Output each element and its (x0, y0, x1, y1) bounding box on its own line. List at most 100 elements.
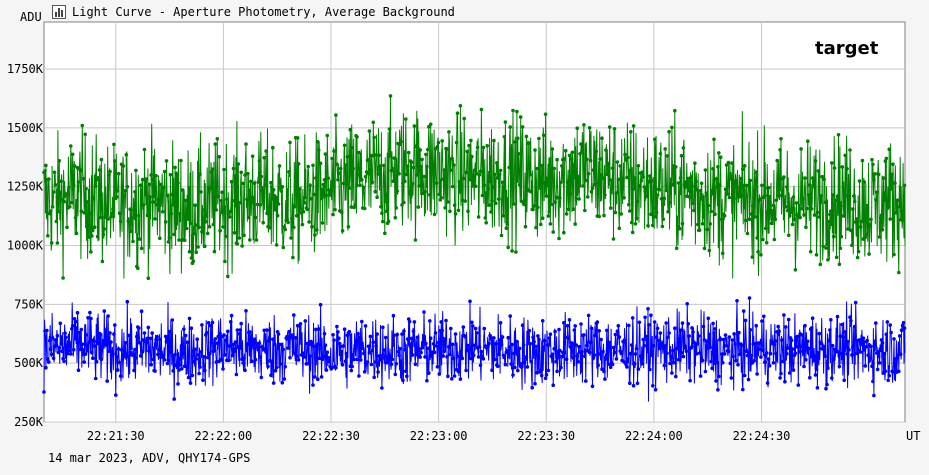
data-point (651, 206, 656, 210)
data-point (93, 184, 98, 188)
data-point (582, 333, 586, 337)
data-point (44, 365, 48, 370)
data-point (503, 362, 508, 367)
data-point (122, 354, 127, 359)
data-point (593, 333, 598, 338)
data-point (428, 336, 433, 341)
data-point (802, 213, 806, 217)
data-point (79, 327, 84, 332)
data-point (324, 193, 329, 198)
data-point (772, 342, 777, 347)
data-point (156, 352, 160, 357)
data-point (263, 183, 267, 187)
data-point (369, 153, 374, 158)
data-point (183, 198, 188, 203)
data-point (230, 198, 235, 203)
data-point (214, 208, 219, 212)
data-point (239, 321, 243, 326)
data-point (104, 343, 108, 347)
data-point (739, 176, 743, 181)
data-point (450, 377, 454, 381)
data-point (205, 231, 210, 236)
data-point (700, 222, 705, 226)
data-point (283, 365, 288, 369)
data-point (310, 342, 314, 346)
data-point (170, 318, 175, 322)
data-point (524, 355, 529, 359)
data-point (510, 249, 514, 253)
data-point (853, 220, 858, 224)
data-point (257, 341, 262, 346)
data-point (73, 216, 78, 220)
data-point (852, 343, 856, 348)
data-point (877, 235, 882, 239)
data-point (184, 365, 189, 369)
data-point (449, 326, 453, 331)
data-point (840, 322, 845, 327)
data-point (568, 345, 573, 349)
data-point (243, 368, 247, 373)
data-point (158, 337, 162, 342)
data-point (267, 339, 271, 343)
series-0 (42, 94, 907, 281)
data-point (288, 140, 292, 145)
data-point (49, 352, 54, 357)
data-point (707, 248, 712, 253)
data-point (244, 309, 248, 313)
data-point (368, 167, 373, 172)
data-point (441, 354, 446, 358)
data-point (354, 339, 358, 343)
data-point (95, 234, 100, 239)
data-point (50, 205, 55, 209)
data-point (337, 171, 341, 175)
data-point (282, 377, 287, 381)
data-point (132, 368, 136, 373)
data-point (449, 168, 453, 173)
data-point (350, 364, 355, 369)
data-point (701, 324, 706, 329)
data-point (516, 136, 520, 141)
data-point (196, 245, 200, 249)
data-point (816, 352, 821, 357)
chart-app-icon[interactable] (52, 5, 66, 19)
data-point (676, 181, 681, 185)
data-point (528, 341, 533, 346)
data-point (124, 351, 129, 356)
data-point (500, 335, 505, 339)
data-point (325, 350, 330, 355)
data-point (187, 316, 192, 321)
data-point (209, 340, 214, 345)
data-point (429, 171, 434, 176)
data-point (386, 219, 391, 224)
data-point (369, 362, 374, 367)
footer-info: 14 mar 2023, ADV, QHY174-GPS (48, 451, 251, 465)
data-point (427, 371, 431, 375)
data-point (107, 349, 111, 354)
data-point (417, 184, 422, 188)
data-point (320, 357, 325, 362)
data-point (394, 206, 399, 210)
data-point (144, 177, 149, 181)
data-point (773, 217, 778, 222)
data-point (751, 204, 756, 208)
data-point (622, 360, 626, 364)
data-point (532, 340, 536, 344)
data-point (828, 212, 832, 217)
data-point (495, 161, 499, 165)
data-point (800, 333, 804, 337)
data-point (469, 356, 473, 361)
data-point (667, 129, 671, 134)
data-point (288, 355, 292, 360)
data-point (621, 177, 625, 181)
data-point (476, 355, 481, 359)
data-point (842, 378, 846, 383)
data-point (602, 213, 606, 218)
data-point (399, 139, 403, 144)
data-point (357, 150, 361, 155)
data-point (287, 170, 291, 174)
data-point (706, 316, 711, 321)
data-point (646, 307, 650, 311)
data-point (110, 211, 114, 216)
data-point (146, 276, 151, 281)
data-point (841, 214, 846, 218)
